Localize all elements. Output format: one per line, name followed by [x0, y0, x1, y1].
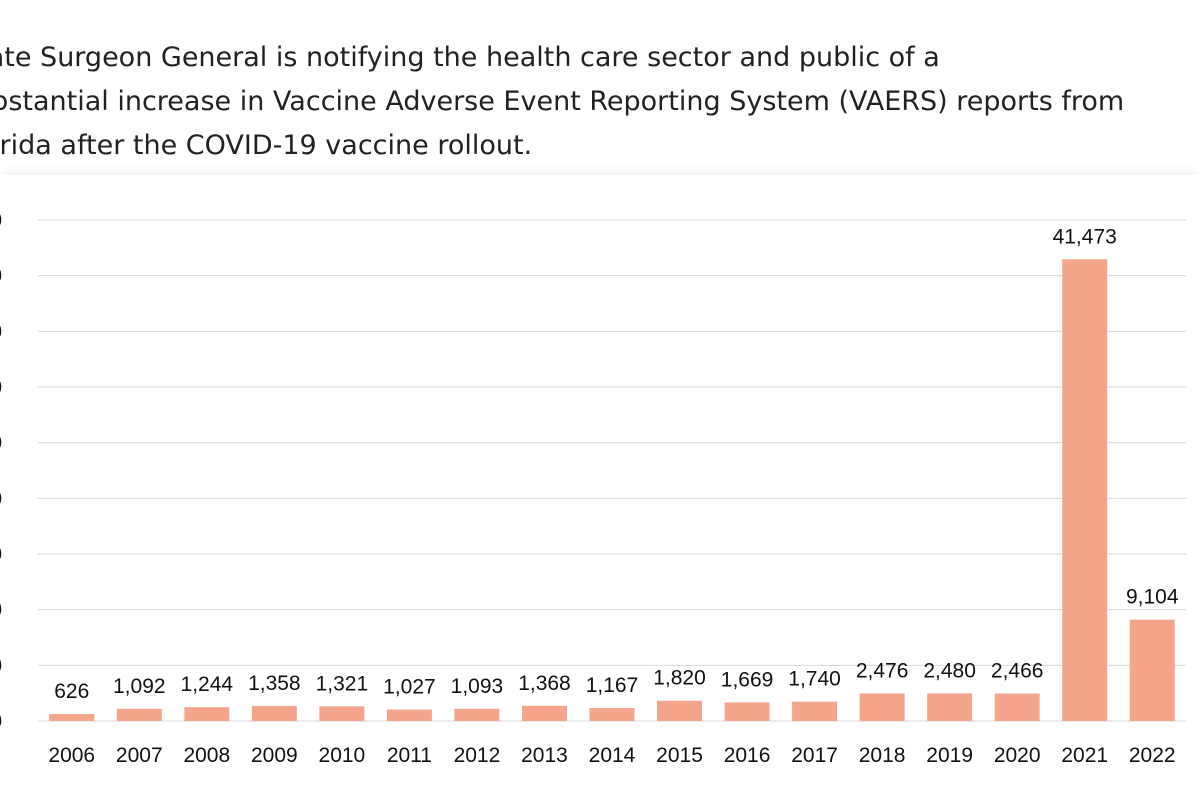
- data-label-2009: 1,358: [248, 672, 301, 695]
- intro-line-2: substantial increase in Vaccine Adverse …: [0, 86, 1125, 117]
- data-label-2006: 626: [54, 680, 89, 703]
- x-tick-label-2008: 2008: [183, 744, 230, 767]
- data-label-2007: 1,092: [113, 675, 166, 698]
- x-tick-label-2019: 2019: [926, 744, 973, 767]
- data-label-2019: 2,480: [923, 659, 976, 682]
- bar-2010: [319, 706, 365, 721]
- bar-2009: [251, 705, 297, 721]
- x-tick-label-2017: 2017: [791, 744, 838, 767]
- y-tick-label: 0: [0, 265, 2, 288]
- x-tick-label-2016: 2016: [724, 744, 771, 767]
- bar-2014: [589, 708, 635, 721]
- x-tick-label-2015: 2015: [656, 744, 703, 767]
- intro-line-3: Florida after the COVID-19 vaccine rollo…: [0, 130, 533, 161]
- bar-2008: [184, 707, 230, 721]
- x-tick-label-2011: 2011: [387, 744, 432, 767]
- x-tick-label-2014: 2014: [589, 744, 636, 767]
- y-axis-tick-labels: 0 0 0 0 0 0 0 0 0 0: [0, 209, 2, 733]
- y-tick-label: 0: [0, 487, 2, 510]
- y-tick-label: 0: [0, 209, 2, 232]
- data-label-2022: 9,104: [1126, 586, 1179, 609]
- y-tick-label: 0: [0, 654, 2, 677]
- bar-2020: [994, 693, 1040, 721]
- data-label-2014: 1,167: [586, 674, 639, 697]
- data-label-2008: 1,244: [181, 673, 234, 696]
- y-tick-label: 0: [0, 710, 2, 733]
- x-tick-label-2013: 2013: [521, 744, 568, 767]
- y-tick-label: 0: [0, 599, 2, 622]
- intro-paragraph: State Surgeon General is notifying the h…: [0, 36, 1200, 168]
- bar-2018: [859, 693, 905, 721]
- x-tick-label-2009: 2009: [251, 744, 298, 767]
- data-label-2013: 1,368: [518, 672, 571, 695]
- x-tick-label-2006: 2006: [48, 744, 95, 767]
- y-tick-label: 0: [0, 376, 2, 399]
- bar-2016: [724, 702, 770, 721]
- bars: [49, 259, 1175, 721]
- data-label-2020: 2,466: [991, 660, 1044, 683]
- data-label-2016: 1,669: [721, 668, 774, 691]
- bar-2022: [1129, 619, 1175, 721]
- x-tick-label-2022: 2022: [1129, 744, 1176, 767]
- bar-2007: [116, 708, 162, 721]
- intro-line-1: State Surgeon General is notifying the h…: [0, 42, 940, 73]
- bar-2012: [454, 708, 500, 721]
- x-tick-label-2007: 2007: [116, 744, 163, 767]
- data-label-2021: 41,473: [1053, 225, 1117, 248]
- data-label-2012: 1,093: [451, 675, 504, 698]
- x-tick-label-2021: 2021: [1061, 744, 1108, 767]
- bar-2006: [49, 714, 95, 721]
- data-label-2017: 1,740: [788, 668, 841, 691]
- x-tick-label-2020: 2020: [994, 744, 1041, 767]
- y-tick-label: 0: [0, 320, 2, 343]
- x-tick-label-2010: 2010: [319, 744, 366, 767]
- bar-2011: [386, 709, 432, 721]
- data-label-2011: 1,027: [383, 676, 436, 699]
- data-label-2018: 2,476: [856, 659, 909, 682]
- data-label-2015: 1,820: [653, 667, 706, 690]
- vaers-bar-chart: 0 0 0 0 0 0 0 0 0 0 626 1,092 1,244 1,358 1,321 1,027 1…: [0, 209, 1186, 767]
- chart-card: 0 0 0 0 0 0 0 0 0 0 626 1,092 1,244 1,358 1,321 1,027 1…: [0, 175, 1200, 800]
- bar-2019: [927, 693, 973, 721]
- bar-2021: [1062, 259, 1108, 721]
- x-tick-label-2018: 2018: [859, 744, 906, 767]
- y-tick-label: 0: [0, 543, 2, 566]
- data-label-2010: 1,321: [316, 672, 369, 695]
- bar-2013: [521, 705, 567, 721]
- x-tick-label-2012: 2012: [454, 744, 501, 767]
- data-labels: 626 1,092 1,244 1,358 1,321 1,027 1,093 1,368 1,…: [54, 225, 1179, 703]
- x-axis-tick-labels: 2006 2007 2008 2009 2010 2011 2012 2013 2014 2015…: [48, 744, 1175, 767]
- y-tick-label: 0: [0, 432, 2, 455]
- bar-2017: [792, 701, 838, 721]
- bar-2015: [657, 700, 703, 721]
- gridlines: [38, 219, 1186, 722]
